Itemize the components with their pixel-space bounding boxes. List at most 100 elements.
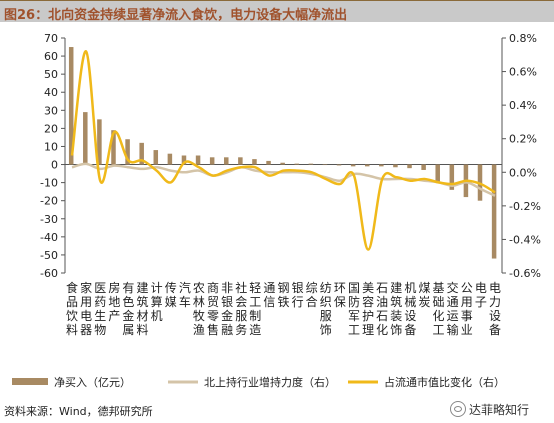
left-tick-label: 60 <box>44 50 58 63</box>
left-tick-label: -10 <box>40 177 58 190</box>
right-tick-label: 0.0% <box>509 166 537 179</box>
right-tick-label: 0.4% <box>509 99 537 112</box>
chart-title: 图26：北向资金持续显著净流入食饮，电力设备大幅净流出 <box>4 8 348 23</box>
bar <box>68 47 74 165</box>
category-label: 公用事业 <box>461 281 473 337</box>
category-label: 银行 <box>292 281 304 309</box>
category-label: 建筑装饰 <box>390 281 402 337</box>
source-note: 资料来源：Wind，德邦研究所 <box>4 405 153 418</box>
legend-label: 占流通市值比变化（右） <box>384 375 505 389</box>
bar <box>364 164 370 167</box>
category-labels: 食品饮料家用电器医药生物房地产有色金属建筑材料计算机传媒汽车农林牧渔商贸零售非银… <box>66 280 501 337</box>
category-label: 纺织服饰 <box>320 281 332 337</box>
right-tick-label: 0.2% <box>509 133 537 146</box>
bar <box>167 153 173 165</box>
category-label: 食品饮料 <box>66 280 78 337</box>
category-label: 机械设备 <box>404 281 416 337</box>
left-tick-label: 10 <box>44 140 58 153</box>
category-label: 电力设备 <box>489 281 501 337</box>
category-label: 社会服务 <box>235 280 247 337</box>
category-label: 建筑材料 <box>137 281 149 337</box>
holding-intensity-line <box>71 162 496 197</box>
category-label: 美容护理 <box>362 281 374 337</box>
left-tick-label: 70 <box>44 32 58 45</box>
category-label: 环保 <box>334 281 346 309</box>
bar <box>308 163 314 165</box>
left-tick-label: 30 <box>44 104 58 117</box>
bar <box>449 164 455 190</box>
bar <box>491 164 497 259</box>
wechat-logo-icon <box>450 401 466 417</box>
category-label: 交通运输 <box>447 280 459 337</box>
legend: 净买入（亿元） 北上持行业增持力度（右） 占流通市值比变化（右） <box>12 375 505 389</box>
bar <box>322 164 328 166</box>
category-label: 基础化工 <box>433 281 445 337</box>
left-tick-label: 20 <box>44 122 58 135</box>
category-label: 轻工制造 <box>249 281 261 337</box>
bar-series <box>68 47 497 259</box>
left-tick-label: -30 <box>40 213 58 226</box>
legend-swatch-bar <box>12 378 48 385</box>
bar <box>350 164 356 167</box>
left-tick-label: 0 <box>51 159 58 172</box>
title-bar: 图26：北向资金持续显著净流入食饮，电力设备大幅净流出 <box>0 0 554 23</box>
bar <box>294 163 300 165</box>
bar <box>111 130 116 165</box>
bar <box>421 164 426 170</box>
left-tick-label: 40 <box>44 86 58 99</box>
category-label: 石油石化 <box>376 281 388 337</box>
bar <box>209 157 215 165</box>
bar <box>238 157 243 165</box>
bar <box>266 160 271 165</box>
bar <box>224 157 229 165</box>
category-label: 医药生物 <box>94 281 106 337</box>
left-tick-label: -60 <box>40 267 58 280</box>
right-tick-label: -0.4% <box>509 233 541 246</box>
legend-label: 北上持行业增持力度（右） <box>204 375 336 389</box>
right-tick-label: 0.8% <box>509 32 537 45</box>
axes: -60 -50 -40 -30 -20 -10 0 10 20 30 40 50 60 70 -0.6% -0… <box>40 32 541 280</box>
bar <box>407 164 412 169</box>
watermark-text: 达菲略知行 <box>469 403 530 417</box>
category-label: 国防军工 <box>348 281 360 337</box>
float-cap-ratio-line <box>70 50 496 251</box>
category-label: 计算机 <box>151 281 163 323</box>
right-tick-label: 0.6% <box>509 66 537 79</box>
bar <box>280 162 285 165</box>
category-label: 传媒 <box>165 280 177 309</box>
category-label: 煤炭 <box>418 281 430 309</box>
bar <box>181 155 187 165</box>
bar <box>83 112 88 165</box>
right-tick-label: -0.6% <box>509 267 541 280</box>
category-label: 钢铁 <box>277 281 289 309</box>
category-label: 电子 <box>475 281 487 309</box>
category-label: 通信 <box>263 281 275 309</box>
line-series <box>70 50 496 251</box>
left-tick-label: -50 <box>40 249 58 262</box>
left-tick-label: 50 <box>44 68 58 81</box>
watermark: 达菲略知行 <box>450 401 529 418</box>
category-label: 汽车 <box>179 280 191 309</box>
category-label: 商贸零售 <box>207 280 219 337</box>
category-label: 房地产 <box>108 280 120 323</box>
bar <box>379 164 384 167</box>
legend-label: 净买入（亿元） <box>54 375 131 389</box>
bar <box>195 155 201 165</box>
bar <box>435 164 440 183</box>
bar <box>252 159 257 165</box>
category-label: 有色金属 <box>122 281 134 337</box>
category-label: 综合 <box>306 281 318 309</box>
bar <box>125 139 130 165</box>
bar <box>393 164 398 168</box>
bar <box>139 142 144 165</box>
category-label: 农林牧渔 <box>193 281 205 337</box>
bar <box>336 164 342 166</box>
left-tick-label: -20 <box>40 195 58 208</box>
bar <box>97 119 102 165</box>
category-label: 非银金融 <box>221 281 233 337</box>
bar <box>153 150 159 165</box>
left-tick-label: -40 <box>40 231 58 244</box>
right-tick-label: -0.2% <box>509 200 541 213</box>
category-label: 家用电器 <box>80 280 92 337</box>
